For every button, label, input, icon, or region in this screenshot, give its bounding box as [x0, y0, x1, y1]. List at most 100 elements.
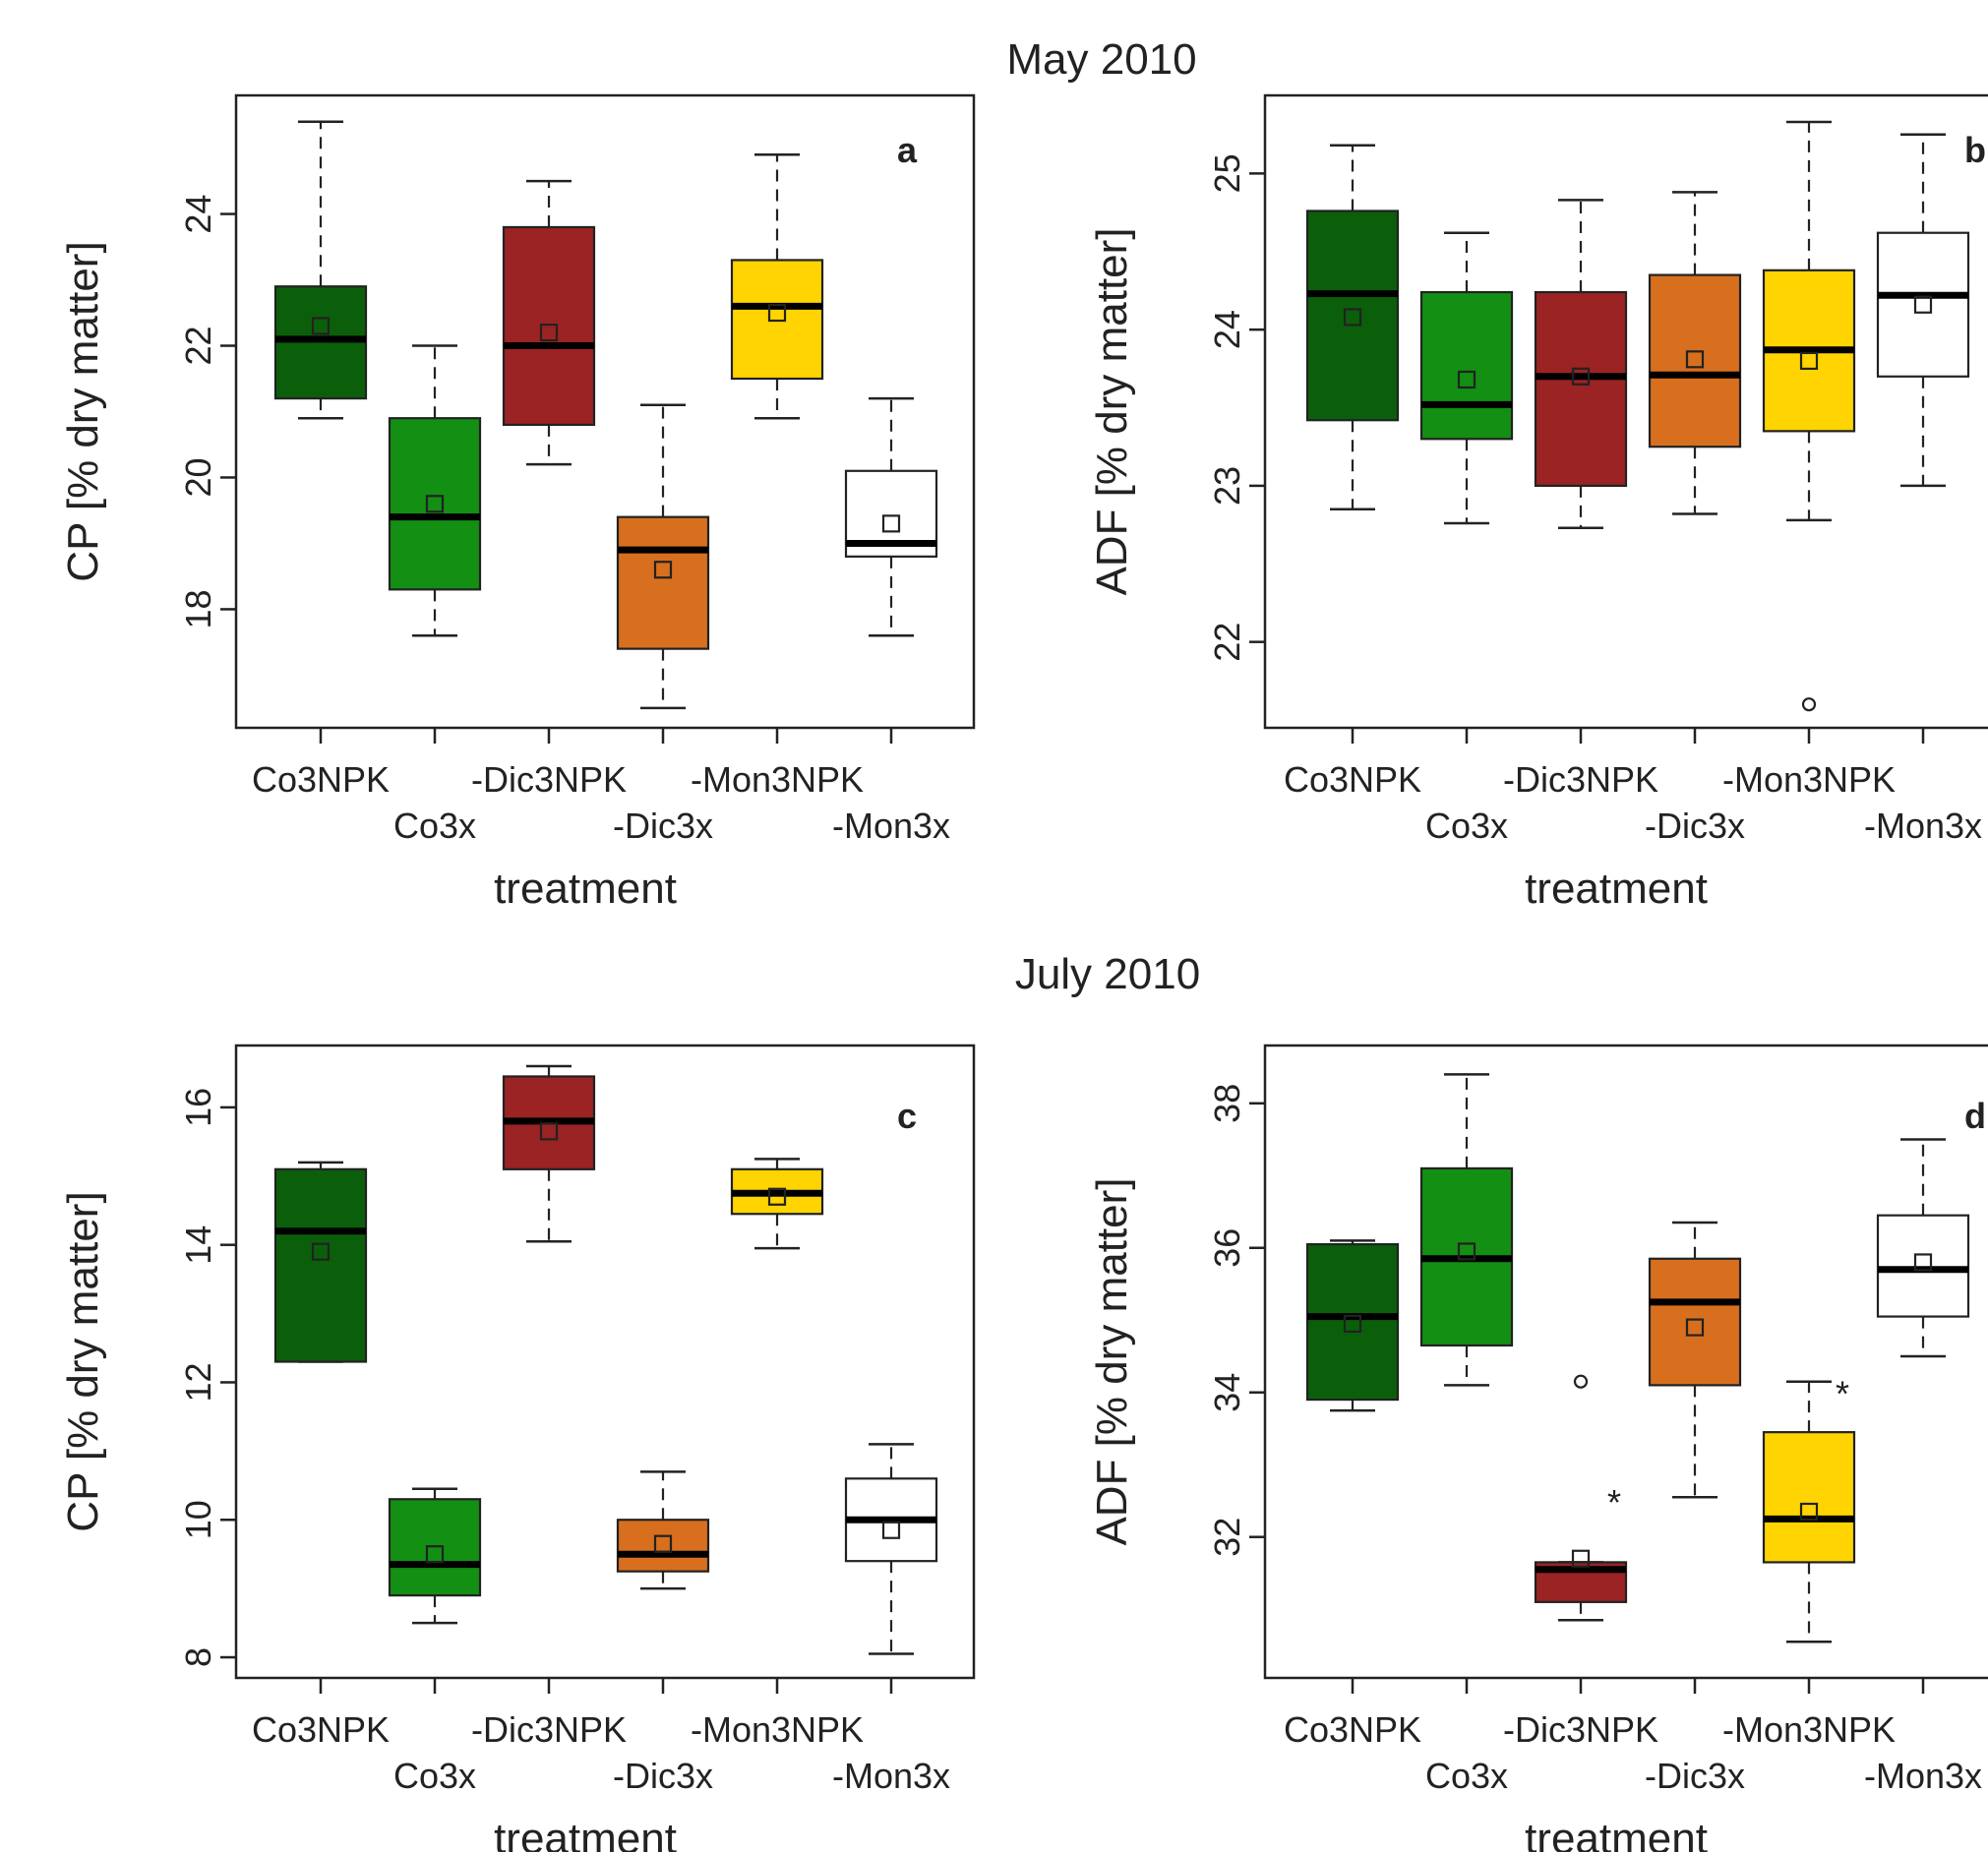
box-body — [502, 225, 596, 426]
box-body — [1419, 290, 1514, 441]
panel-label: c — [897, 1096, 917, 1136]
mean-marker — [1457, 370, 1476, 389]
box-Co3NPK — [273, 120, 368, 420]
x-tick-label: -Dic3NPK — [1503, 1709, 1658, 1750]
mean-marker — [1799, 351, 1819, 371]
box--Mon3NPK — [730, 1158, 824, 1250]
box-body — [730, 259, 824, 381]
box-Co3NPK — [273, 1161, 368, 1363]
x-tick-label: -Dic3x — [1645, 806, 1745, 846]
x-tick-label: Co3NPK — [1284, 759, 1421, 800]
mean-marker — [311, 1242, 331, 1261]
x-tick-label: -Dic3x — [613, 1756, 713, 1796]
plot-frame-d — [1263, 1044, 1988, 1680]
x-tick-label: -Mon3x — [1864, 806, 1982, 846]
y-axis-label: ADF [% dry matter] — [1088, 1177, 1136, 1545]
mean-marker — [1913, 1253, 1933, 1272]
x-tick-label: Co3NPK — [1284, 1709, 1421, 1750]
y-tick-label: 20 — [178, 457, 218, 497]
y-tick-label: 34 — [1207, 1373, 1247, 1412]
box-Co3x — [1419, 1073, 1514, 1387]
y-tick-label: 32 — [1207, 1518, 1247, 1557]
box-body — [1876, 1214, 1970, 1318]
x-tick-label: -Mon3x — [832, 806, 950, 846]
outlier-point — [1573, 1374, 1589, 1389]
x-tick-label: -Mon3x — [832, 1756, 950, 1796]
mean-marker — [767, 303, 787, 323]
x-tick-label: -Dic3x — [613, 806, 713, 846]
box--Mon3NPK — [1762, 120, 1856, 522]
y-tick-label: 36 — [1207, 1228, 1247, 1268]
box--Dic3x — [616, 403, 710, 710]
box-body — [388, 417, 482, 591]
x-tick-label: Co3NPK — [252, 1709, 390, 1750]
box-body — [1305, 209, 1400, 422]
box--Dic3x — [1648, 191, 1742, 515]
extreme-outlier-star: * — [1607, 1482, 1621, 1523]
x-tick-label: -Mon3NPK — [1722, 1709, 1896, 1750]
mean-marker — [1685, 350, 1705, 369]
box-body — [1305, 1242, 1400, 1402]
panel-label: a — [897, 130, 918, 170]
y-tick-label: 25 — [1207, 153, 1247, 193]
x-tick-label: -Mon3NPK — [691, 759, 864, 800]
y-tick-label: 23 — [1207, 466, 1247, 506]
box-body — [616, 1519, 710, 1573]
y-tick-label: 22 — [1207, 623, 1247, 662]
x-tick-label: -Dic3NPK — [1503, 759, 1658, 800]
y-tick-label: 24 — [1207, 310, 1247, 349]
x-tick-label: -Mon3NPK — [691, 1709, 864, 1750]
x-axis-label: treatment — [1525, 1815, 1708, 1852]
box-body — [1648, 1257, 1742, 1387]
mean-marker — [1571, 1549, 1591, 1568]
x-tick-label: Co3x — [393, 806, 476, 846]
y-tick-label: 12 — [178, 1362, 218, 1402]
box--Mon3x — [844, 1443, 938, 1655]
x-tick-label: -Dic3NPK — [471, 1709, 627, 1750]
box--Dic3NPK — [502, 179, 596, 466]
y-tick-label: 10 — [178, 1500, 218, 1539]
mean-marker — [881, 1521, 901, 1539]
panel-label: d — [1964, 1096, 1986, 1136]
mean-marker — [653, 561, 673, 579]
box-Co3NPK — [1305, 1239, 1400, 1412]
extreme-outlier-star: * — [1836, 1374, 1849, 1414]
mean-marker — [1343, 1314, 1362, 1334]
x-tick-label: Co3NPK — [252, 759, 390, 800]
box-Co3NPK — [1305, 144, 1400, 510]
y-tick-label: 24 — [178, 195, 218, 234]
plot-frame-b — [1263, 93, 1988, 730]
box-body — [1534, 290, 1628, 488]
y-tick-label: 16 — [178, 1088, 218, 1127]
y-tick-label: 18 — [178, 589, 218, 628]
plot-frame-c — [234, 1044, 976, 1680]
box-Co3x — [388, 344, 482, 637]
mean-marker — [539, 1122, 559, 1141]
x-tick-label: -Mon3x — [1864, 1756, 1982, 1796]
box--Dic3NPK — [1534, 199, 1628, 530]
y-tick-label: 14 — [178, 1225, 218, 1265]
y-axis-label: CP [% dry matter] — [59, 241, 107, 581]
row-title-may: May 2010 — [1006, 35, 1197, 84]
box--Mon3x — [844, 396, 938, 637]
box--Mon3x — [1876, 1138, 1970, 1358]
x-tick-label: Co3x — [1425, 1756, 1508, 1796]
mean-marker — [539, 324, 559, 342]
y-tick-label: 38 — [1207, 1084, 1247, 1123]
box-Co3x — [388, 1487, 482, 1625]
mean-marker — [1343, 308, 1362, 327]
y-tick-label: 8 — [178, 1647, 218, 1667]
box-body — [1876, 231, 1970, 378]
mean-marker — [653, 1534, 673, 1553]
box--Dic3x — [1648, 1221, 1742, 1499]
x-axis-label: treatment — [494, 1815, 677, 1852]
panel-label: b — [1964, 130, 1986, 170]
box--Mon3NPK — [1762, 1380, 1856, 1643]
box--Mon3NPK — [730, 153, 824, 420]
y-tick-label: 22 — [178, 326, 218, 365]
x-tick-label: -Dic3NPK — [471, 759, 627, 800]
mean-marker — [1799, 1502, 1819, 1522]
mean-marker — [881, 514, 901, 533]
